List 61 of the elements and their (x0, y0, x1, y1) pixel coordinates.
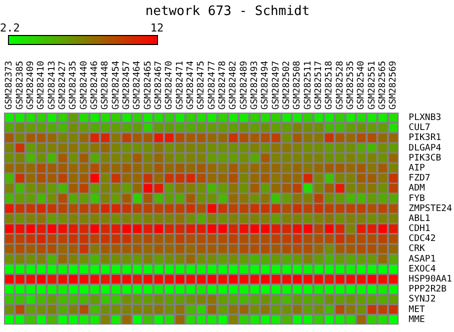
x-tick-label: GSM282465 (143, 60, 154, 110)
x-tick-label: GSM282511 (303, 60, 314, 110)
x-tick-label: GSM282413 (47, 60, 58, 110)
x-tick-label: GSM282427 (58, 60, 68, 110)
y-tick-label: HSP90AA1 (408, 274, 452, 285)
y-tick-label: CUL7 (408, 123, 430, 134)
x-tick-label: GSM282508 (292, 60, 303, 110)
y-tick-label: AIP (408, 163, 426, 174)
x-tick-label: GSM282517 (314, 60, 324, 110)
x-tick-label: GSM282551 (367, 60, 378, 110)
chart-title: network 673 - Schmidt (145, 4, 310, 20)
x-tick-label: GSM282373 (4, 60, 15, 110)
y-tick-label: ADM (408, 184, 426, 194)
x-tick-label: GSM282497 (271, 60, 282, 110)
x-tick-label: GSM282471 (175, 60, 186, 110)
x-tick-label: GSM282493 (250, 60, 260, 110)
y-tick-label: FYB (408, 194, 425, 204)
y-tick-label: MET (408, 304, 426, 315)
x-tick-label: GSM282410 (36, 60, 47, 110)
x-tick-label: GSM282448 (100, 60, 111, 110)
x-tick-label: GSM282482 (228, 60, 239, 110)
x-tick-label: GSM282565 (378, 60, 388, 110)
x-tick-label: GSM282474 (186, 60, 196, 110)
color-bar-label: 2.2 (0, 21, 20, 34)
y-tick-label: CRK (408, 244, 426, 254)
y-tick-label: PPP2R2B (408, 284, 447, 295)
y-tick-label: DLGAP4 (408, 143, 442, 154)
y-tick-label: PIK3R1 (408, 133, 442, 144)
x-tick-label: GSM282464 (132, 60, 143, 110)
x-tick-label: GSM282569 (388, 60, 399, 110)
x-tick-label: GSM282540 (356, 60, 367, 110)
y-tick-label: PLXNB3 (408, 112, 442, 123)
x-tick-label: GSM282409 (26, 60, 36, 110)
y-tick-label: MME (408, 314, 425, 325)
x-tick-label: GSM282502 (282, 60, 292, 110)
x-tick-label: GSM282454 (111, 60, 122, 110)
x-tick-label: GSM282385 (15, 60, 26, 110)
x-tick-label: GSM282477 (207, 60, 218, 110)
x-tick-label: GSM282518 (324, 60, 335, 110)
y-tick-label: ABL1 (408, 214, 430, 224)
y-tick-label: FZD7 (408, 174, 430, 184)
x-tick-label: GSM282470 (164, 60, 175, 110)
y-tick-label: ZMPSTE24 (408, 204, 452, 214)
y-tick-label: SYNJ2 (408, 294, 436, 305)
x-tick-label: GSM282446 (90, 60, 100, 110)
y-tick-label: ASAP1 (408, 254, 436, 264)
x-tick-label: GSM282457 (122, 60, 132, 110)
y-tick-label: CDC42 (408, 234, 436, 244)
color-bar-label: 12 (150, 21, 164, 34)
x-tick-label: GSM282478 (218, 60, 228, 110)
y-tick-label: EXOC4 (408, 264, 436, 274)
x-tick-label: GSM282475 (196, 60, 207, 110)
x-tick-label: GSM282435 (68, 60, 79, 110)
y-tick-label: CDH1 (408, 224, 430, 234)
x-tick-label: GSM282528 (335, 60, 346, 110)
x-tick-label: GSM282440 (79, 60, 90, 110)
x-tick-label: GSM282489 (239, 60, 250, 110)
x-tick-label: GSM282535 (346, 60, 356, 110)
x-tick-label: GSM282467 (154, 60, 164, 110)
y-tick-label: PIK3CB (408, 153, 442, 164)
x-tick-label: GSM282494 (260, 60, 271, 110)
